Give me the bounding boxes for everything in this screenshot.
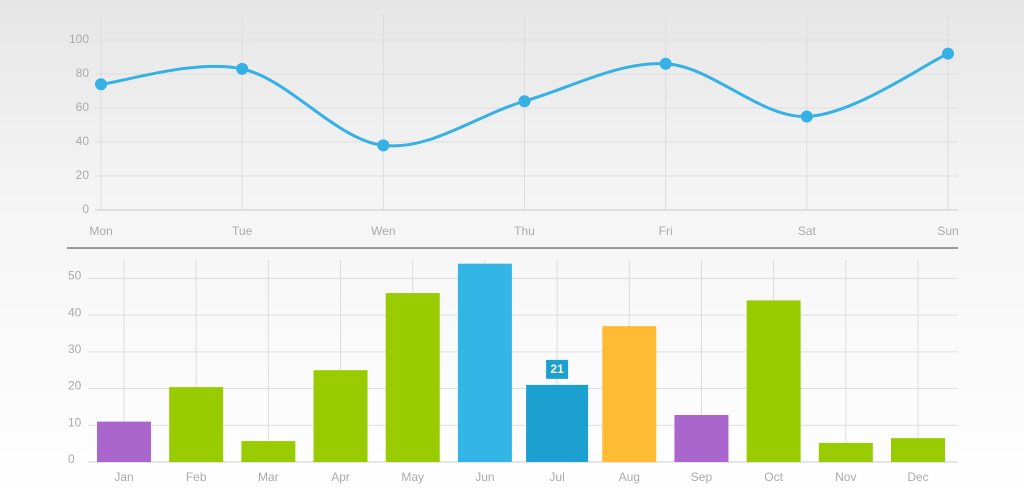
point bbox=[659, 57, 672, 70]
x-tick-label: Mon bbox=[89, 224, 112, 238]
bar bbox=[818, 442, 873, 462]
bar bbox=[241, 441, 296, 462]
x-tick-label: Jan bbox=[114, 470, 133, 484]
point bbox=[236, 62, 249, 75]
x-tick-label: Sun bbox=[937, 224, 958, 238]
bar bbox=[746, 300, 801, 462]
y-tick-label: 40 bbox=[76, 134, 90, 148]
bar bbox=[602, 326, 657, 462]
x-tick-label: Jun bbox=[475, 470, 494, 484]
x-tick-label: Feb bbox=[186, 470, 207, 484]
y-tick-label: 20 bbox=[76, 168, 90, 182]
y-tick-label: 0 bbox=[82, 202, 89, 216]
x-tick-label: Sep bbox=[691, 470, 713, 484]
x-tick-label: Dec bbox=[907, 470, 928, 484]
x-tick-label: Fri bbox=[659, 224, 673, 238]
bar bbox=[385, 293, 440, 462]
bar bbox=[891, 438, 945, 462]
x-tick-label: Sat bbox=[798, 224, 817, 238]
bar bbox=[313, 370, 368, 462]
y-tick-label: 100 bbox=[69, 32, 89, 46]
x-tick-label: Wen bbox=[371, 224, 395, 238]
y-tick-label: 40 bbox=[68, 305, 82, 319]
x-tick-label: Aug bbox=[619, 470, 640, 484]
point bbox=[942, 47, 954, 60]
value-label: 21 bbox=[550, 362, 564, 376]
point bbox=[518, 95, 531, 108]
value-label-bg bbox=[546, 359, 569, 379]
y-tick-label: 10 bbox=[68, 415, 82, 429]
bar bbox=[169, 387, 224, 462]
y-tick-label: 60 bbox=[76, 100, 90, 114]
y-tick-label: 80 bbox=[76, 66, 90, 80]
bar bbox=[674, 414, 729, 462]
x-tick-label: Thu bbox=[514, 224, 535, 238]
x-tick-label: Jul bbox=[549, 470, 564, 484]
x-tick-label: Mar bbox=[258, 470, 279, 484]
bar bbox=[97, 421, 151, 462]
point bbox=[800, 110, 813, 123]
x-tick-label: Oct bbox=[764, 470, 783, 484]
x-tick-label: Nov bbox=[835, 470, 856, 484]
x-tick-label: Apr bbox=[331, 470, 350, 484]
point bbox=[95, 78, 107, 91]
y-tick-label: 30 bbox=[68, 342, 82, 356]
bar bbox=[457, 263, 512, 462]
bar bbox=[526, 384, 589, 462]
y-tick-label: 20 bbox=[68, 379, 82, 393]
x-tick-label: May bbox=[401, 470, 424, 484]
y-tick-label: 0 bbox=[68, 452, 75, 466]
point bbox=[377, 139, 390, 152]
x-tick-label: Tue bbox=[232, 224, 253, 238]
y-tick-label: 50 bbox=[68, 269, 82, 283]
